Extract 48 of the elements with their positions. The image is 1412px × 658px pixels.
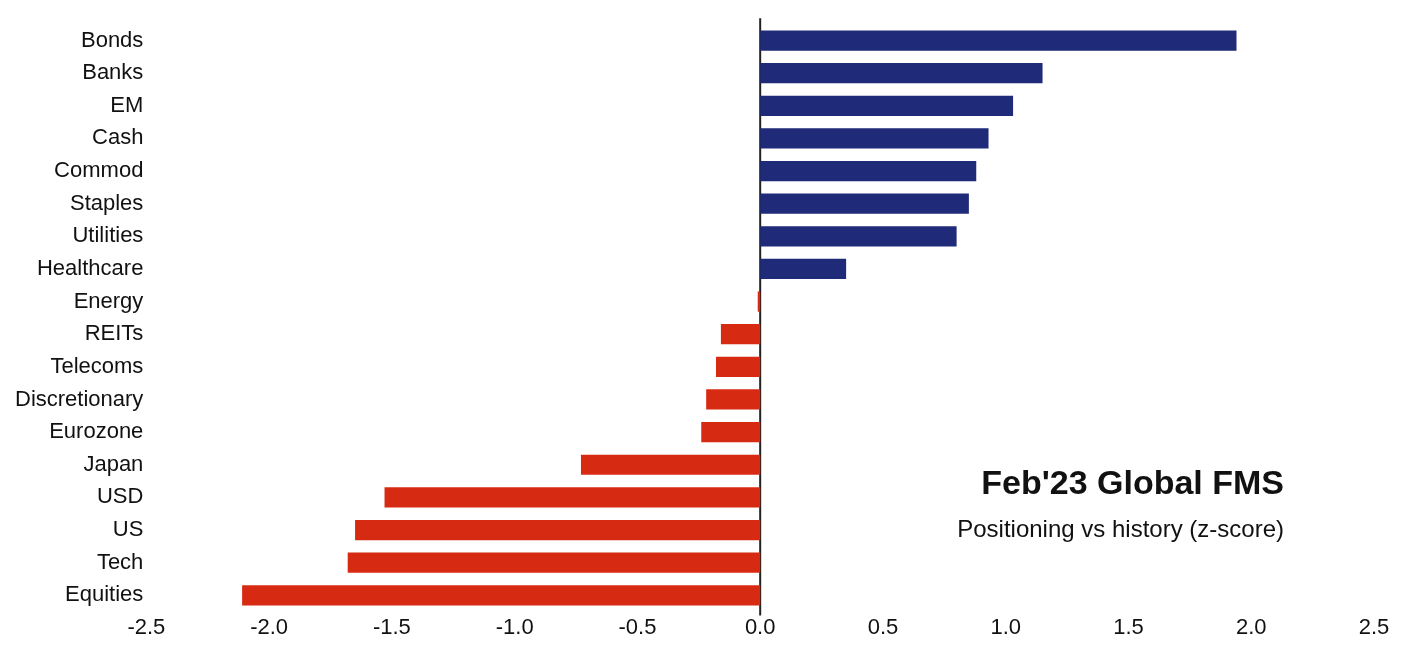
x-tick-label: -2.0 [250, 613, 289, 639]
y-tick-label: Telecoms [50, 352, 144, 378]
y-tick-label: USD [96, 483, 144, 509]
y-tick-label: Japan [83, 450, 144, 476]
y-tick-label: Bonds [80, 26, 144, 52]
bar [760, 226, 957, 247]
x-tick-label: 1.5 [1113, 613, 1144, 639]
bar [760, 193, 969, 214]
y-tick-label: EM [110, 91, 144, 117]
bar [706, 389, 761, 410]
bar [760, 30, 1237, 51]
text: Feb'23 Global FMS [981, 462, 1284, 501]
bar [760, 128, 989, 149]
bar [720, 324, 761, 345]
bar [760, 160, 977, 182]
x-tick-label: 0.5 [867, 613, 899, 639]
bar [760, 63, 1043, 84]
y-tick-label: Cash [92, 124, 144, 150]
bar [701, 422, 761, 443]
y-tick-label: Staples [69, 189, 144, 215]
y-tick-label: Discretionary [14, 385, 144, 411]
x-tick-label: 1.0 [990, 613, 1022, 639]
x-tick-label: -1.0 [495, 613, 534, 639]
y-tick-label: Eurozone [49, 418, 144, 444]
y-tick-label: Banks [82, 59, 144, 85]
x-tick-label: -2.5 [127, 613, 166, 639]
y-tick-label: Healthcare [36, 255, 144, 281]
y-tick-label: Equities [65, 581, 144, 607]
bar [760, 95, 1014, 116]
bar [384, 487, 761, 508]
y-tick-label: Utilities [72, 222, 144, 248]
bar [760, 258, 847, 280]
bar [347, 552, 761, 573]
x-tick-label: 0.0 [744, 613, 776, 639]
y-tick-label: US [112, 516, 144, 542]
x-tick-label: 2.0 [1235, 613, 1267, 639]
x-tick-label: -1.5 [372, 613, 411, 639]
bar [242, 585, 761, 606]
bar [715, 356, 761, 377]
y-tick-label: Energy [73, 287, 144, 313]
bar [580, 454, 761, 475]
y-tick-label: Commod [54, 157, 144, 183]
x-tick-label: -0.5 [618, 613, 657, 639]
bar [355, 519, 761, 541]
y-tick-label: REITs [84, 320, 144, 346]
x-tick-label: 2.5 [1358, 613, 1390, 639]
text: Positioning vs history (z-score) [957, 514, 1284, 542]
y-tick-label: Tech [96, 548, 144, 574]
